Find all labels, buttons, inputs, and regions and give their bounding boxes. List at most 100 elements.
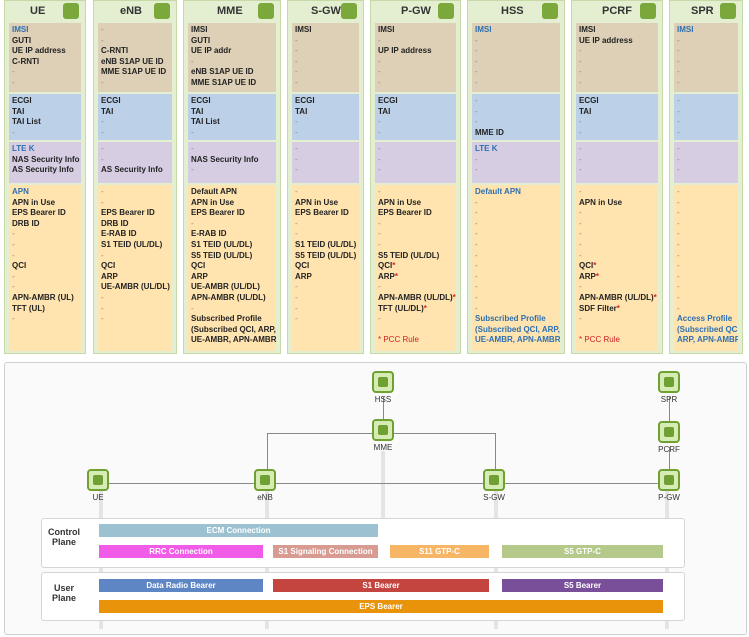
eps-bearer-bar: EPS Bearer	[99, 600, 663, 613]
mme-sgw-link	[495, 433, 496, 483]
context-line: -	[191, 127, 194, 137]
context-line: -	[579, 282, 582, 292]
context-line: -	[475, 261, 478, 271]
context-line: -	[12, 271, 15, 281]
context-line: -	[101, 292, 104, 302]
context-line: -	[677, 46, 680, 56]
section-s4: Default APN APN in Use EPS Bearer ID - E-RAB…	[188, 185, 276, 351]
context-line: UE-AMBR (UL/DL)	[101, 282, 170, 292]
context-line: NAS Security Info	[191, 154, 259, 164]
context-line: TAI List	[191, 117, 220, 127]
spr-label: SPR	[660, 395, 678, 404]
context-line: TAI	[295, 106, 308, 116]
column-header: eNB	[94, 1, 176, 23]
context-line: -	[295, 77, 298, 87]
context-line: IMSI	[677, 25, 694, 34]
context-line: -	[677, 261, 680, 271]
context-line: -	[295, 187, 298, 196]
context-line: -	[475, 303, 478, 313]
enb-node[interactable]	[254, 469, 276, 491]
s11-gtpc-bar: S11 GTP-C	[390, 545, 489, 558]
context-line: S5 TEID (UL/DL)	[191, 250, 253, 260]
context-line: -	[101, 117, 104, 127]
section-s1: - - C-RNTI eNB S1AP UE ID MME S1AP UE ID -	[98, 23, 172, 92]
context-line: -	[677, 239, 680, 249]
context-line: -	[378, 67, 381, 77]
context-line: DRB ID	[12, 218, 40, 228]
phone-icon	[93, 475, 103, 485]
column-title: eNB	[120, 5, 143, 17]
section-s4: - APN in Use EPS Bearer ID - - S1 TEID (UL/DL…	[292, 185, 359, 351]
context-line: -	[295, 46, 298, 56]
context-line: ARP	[191, 271, 208, 281]
context-line: -	[295, 117, 298, 127]
context-line: -	[295, 229, 298, 239]
context-line: -	[475, 292, 478, 302]
context-line: -	[677, 303, 680, 313]
section-s2: ECGI TAI - -	[292, 94, 359, 140]
sgw-node[interactable]	[483, 469, 505, 491]
policy-icon	[640, 3, 656, 19]
context-line: EPS Bearer ID	[295, 208, 349, 218]
context-line: eNB S1AP UE ID	[191, 67, 254, 77]
section-s1: IMSI - - - - -	[292, 23, 359, 92]
context-line: AS Security Info	[12, 165, 74, 175]
context-line: APN-AMBR (UL)	[12, 292, 74, 302]
hss-node[interactable]	[372, 371, 394, 393]
database-icon	[378, 377, 388, 387]
context-line: TAI	[12, 106, 25, 116]
context-line: S5 TEID (UL/DL)	[378, 250, 440, 260]
mme-node[interactable]	[372, 419, 394, 441]
context-line: E-RAB ID	[191, 229, 227, 239]
context-line: ECGI	[101, 96, 121, 105]
context-line: -	[475, 282, 478, 292]
context-line: -	[475, 106, 478, 116]
context-line: TAI	[378, 106, 391, 116]
section-s1: IMSI - UP IP address - - -	[375, 23, 456, 92]
context-line: -	[475, 250, 478, 260]
network-icon	[664, 475, 674, 485]
context-line: S1 TEID (UL/DL)	[295, 239, 357, 249]
section-s4: Default APN - - - - - - - - - - - Subscribed Profile…	[472, 185, 560, 351]
ue-node[interactable]	[87, 469, 109, 491]
context-line: -	[101, 77, 104, 87]
database-icon	[542, 3, 558, 19]
context-line: -	[378, 154, 381, 164]
context-line: -	[677, 218, 680, 228]
context-line: IMSI	[579, 25, 596, 34]
pcrf-node[interactable]	[658, 421, 680, 443]
context-line: -	[677, 197, 680, 207]
context-line: ECGI	[191, 96, 211, 105]
spr-node[interactable]	[658, 371, 680, 393]
context-line: -	[475, 77, 478, 87]
context-line: (Subscribed QCI, ARP,	[475, 324, 560, 334]
context-line: -	[12, 127, 15, 137]
pgw-node[interactable]	[658, 469, 680, 491]
column-s-gw: S-GW IMSI - - - - - ECGI TAI - - - - - - APN in Use EPS …	[287, 0, 364, 354]
context-line: -	[579, 46, 582, 56]
context-line: TAI	[191, 106, 204, 116]
antenna-icon	[154, 3, 170, 19]
column-ue: UE IMSI GUTI UE IP address C-RNTI - - ECGI TAI TA…	[4, 0, 86, 354]
context-line	[579, 325, 655, 336]
sgw-label: S-GW	[483, 493, 505, 502]
context-line: -	[295, 292, 298, 302]
section-s2: ECGI TAI TAI List -	[9, 94, 81, 140]
context-line: ARP*	[579, 271, 600, 281]
storage-icon	[664, 377, 674, 387]
context-line: -	[101, 144, 104, 153]
column-title: HSS	[501, 5, 524, 17]
context-line: -	[12, 314, 15, 324]
context-line: -	[475, 35, 478, 45]
mme-enb-link	[267, 433, 268, 483]
context-line: -	[378, 229, 381, 239]
section-s3: LTE K NAS Security Info AS Security Info	[9, 142, 81, 183]
section-s3: ---	[292, 142, 359, 183]
context-line: -	[579, 165, 582, 175]
mme-drop-line	[381, 451, 385, 556]
context-line: -	[475, 154, 478, 164]
context-line: -	[475, 117, 478, 127]
context-line: -	[378, 314, 381, 324]
column-title: SPR	[691, 5, 714, 17]
section-s2: ECGI TAI - -	[576, 94, 658, 140]
